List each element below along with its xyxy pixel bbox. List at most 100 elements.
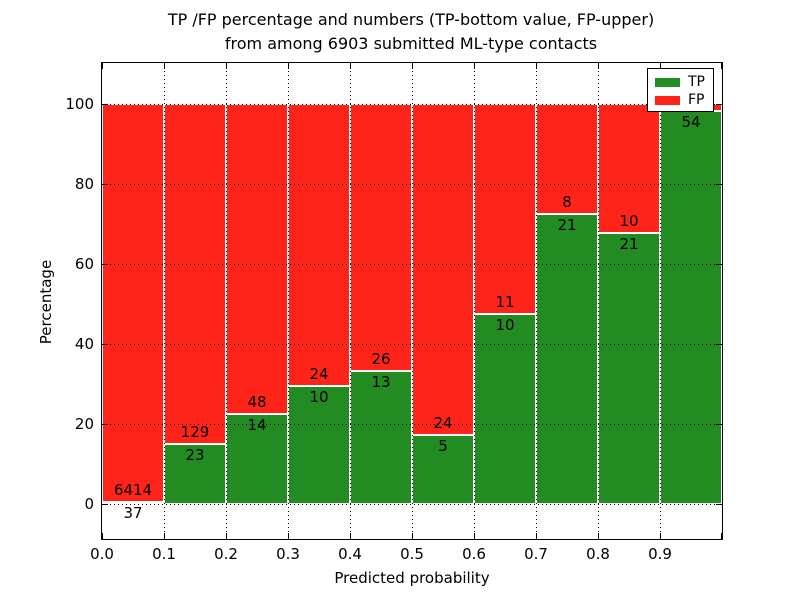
x-tick-label: 0.2 (214, 545, 238, 563)
fp-count-label: 10 (619, 212, 639, 231)
y-tick-label: 100 (65, 95, 94, 113)
x-tick-mark (536, 63, 537, 69)
tp-count-label: 14 (247, 415, 267, 434)
y-tick-mark (716, 424, 722, 425)
fp-count-label: 11 (495, 292, 515, 311)
legend-item-tp: TP (655, 73, 713, 91)
x-tick-mark (288, 63, 289, 69)
tp-legend-swatch-icon (655, 77, 680, 87)
fp-bar-segment (102, 104, 164, 502)
y-tick-mark (716, 264, 722, 265)
tp-count-label: 37 (123, 503, 143, 522)
x-tick-label: 0.9 (648, 545, 672, 563)
tp-count-label: 10 (495, 315, 515, 334)
tp-bar-segment (598, 233, 660, 504)
x-gridline (350, 63, 351, 539)
y-tick-mark (102, 264, 108, 265)
x-tick-mark (660, 63, 661, 69)
x-gridline (412, 63, 413, 539)
x-gridline (536, 63, 537, 539)
tick-marks-layer (102, 63, 722, 539)
legend: TP FP (647, 68, 714, 112)
legend-item-fp: FP (655, 91, 713, 109)
tp-bar-segment (350, 370, 412, 504)
tp-count-label: 54 (681, 113, 701, 132)
y-tick-mark (716, 504, 722, 505)
bar-labels-layer: 6414 37 129 23 48 14 24 10 26 13 24 5 11 10 8 21 10 21 54 (102, 63, 722, 539)
x-gridline (598, 63, 599, 539)
x-gridline (474, 63, 475, 539)
x-tick-mark (474, 63, 475, 69)
x-tick-label: 0.8 (586, 545, 610, 563)
x-tick-mark (226, 63, 227, 69)
x-tick-label: 0.4 (338, 545, 362, 563)
x-tick-mark (164, 533, 165, 539)
fp-count-label: 48 (247, 392, 267, 411)
fp-legend-label: FP (688, 92, 705, 108)
x-tick-label: 0.0 (90, 545, 114, 563)
tp-count-label: 10 (309, 388, 329, 407)
fp-bar-segment (226, 104, 288, 414)
x-gridline (164, 63, 165, 539)
tp-bar-segment (412, 435, 474, 504)
y-tick-label: 80 (74, 175, 94, 193)
x-tick-mark (350, 63, 351, 69)
y-tick-label: 20 (74, 415, 94, 433)
y-tick-mark (102, 184, 108, 185)
x-tick-mark (226, 533, 227, 539)
y-axis-label: Percentage (37, 259, 55, 345)
x-tick-label: 0.7 (524, 545, 548, 563)
fp-count-label: 24 (433, 414, 453, 433)
tp-count-label: 5 (438, 437, 448, 456)
grid-layer (102, 63, 722, 539)
x-tick-label: 0.5 (400, 545, 424, 563)
y-tick-mark (716, 344, 722, 345)
tp-bar-segment (288, 386, 350, 504)
y-tick-label: 60 (74, 255, 94, 273)
chart-title-line1: TP /FP percentage and numbers (TP-bottom… (167, 10, 655, 29)
tp-count-label: 23 (185, 445, 205, 464)
x-tick-label: 0.6 (462, 545, 486, 563)
x-tick-mark (102, 533, 103, 539)
tp-count-label: 21 (619, 235, 639, 254)
fp-bar-segment (598, 104, 660, 234)
x-tick-mark (102, 63, 103, 69)
y-tick-label: 40 (74, 335, 94, 353)
y-tick-mark (102, 104, 108, 105)
x-tick-mark (164, 63, 165, 69)
plot-area: 6414 37 129 23 48 14 24 10 26 13 24 5 11 10 8 21 10 21 54 … (37, 62, 723, 587)
chart-title: TP /FP percentage and numbers (TP-bottom… (101, 8, 721, 56)
fp-count-label: 26 (371, 349, 391, 368)
tp-count-label: 13 (371, 372, 391, 391)
tp-bar-segment (474, 313, 536, 504)
x-tick-mark (536, 533, 537, 539)
fp-count-label: 24 (309, 365, 329, 384)
tp-bar-segment (660, 111, 722, 504)
x-tick-label: 0.1 (152, 545, 176, 563)
tp-count-label: 21 (557, 216, 577, 235)
chart-title-line2: from among 6903 submitted ML-type contac… (224, 34, 598, 53)
fp-count-label: 129 (180, 422, 210, 441)
x-gridline (660, 63, 661, 539)
x-tick-mark (474, 533, 475, 539)
x-tick-mark (598, 63, 599, 69)
y-tick-mark (716, 104, 722, 105)
y-tick-mark (716, 184, 722, 185)
fp-legend-swatch-icon (655, 95, 680, 105)
fp-bar-segment (536, 104, 598, 215)
fp-count-label: 8 (562, 193, 572, 212)
tp-bar-segment (536, 214, 598, 504)
x-tick-mark (412, 533, 413, 539)
y-tick-mark (102, 424, 108, 425)
x-tick-mark (721, 63, 722, 69)
x-tick-mark (660, 533, 661, 539)
x-tick-mark (288, 533, 289, 539)
tp-bar-segment (164, 443, 226, 504)
y-tick-label: 0 (84, 495, 94, 513)
fp-count-label: 6414 (113, 480, 153, 499)
y-tick-mark (102, 504, 108, 505)
fp-bar-segment (350, 104, 412, 371)
tp-legend-label: TP (688, 74, 705, 90)
x-tick-mark (350, 533, 351, 539)
fp-bar-segment (288, 104, 350, 387)
